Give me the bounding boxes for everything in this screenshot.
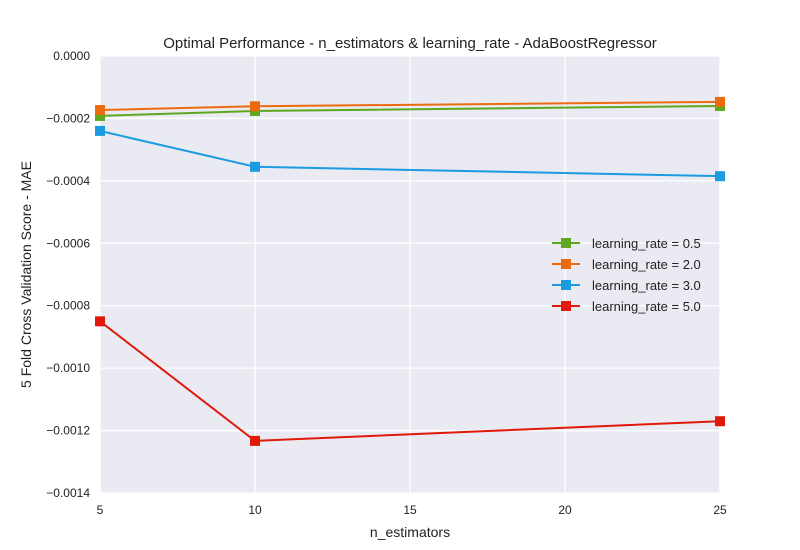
legend-marker-swatch	[561, 280, 571, 290]
legend-item: learning_rate = 5.0	[552, 299, 701, 314]
grid-lines	[99, 55, 721, 494]
y-tick-label: −0.0008	[46, 299, 90, 313]
legend-label: learning_rate = 3.0	[592, 278, 701, 293]
data-point-marker	[250, 101, 260, 112]
series-layer	[95, 96, 725, 446]
y-tick-label: −0.0004	[46, 174, 90, 188]
y-axis-label: 5 Fold Cross Validation Score - MAE	[18, 161, 34, 388]
x-tick-label: 20	[558, 503, 572, 517]
y-tick-label: −0.0012	[46, 424, 90, 438]
data-point-marker	[715, 416, 725, 427]
legend-marker-swatch	[561, 301, 571, 311]
legend-marker-swatch	[561, 238, 571, 248]
legend-item: learning_rate = 0.5	[552, 236, 701, 251]
legend-label: learning_rate = 5.0	[592, 299, 701, 314]
data-point-marker	[95, 125, 105, 136]
x-tick-label: 5	[97, 503, 104, 517]
series-4	[95, 316, 725, 446]
legend-label: learning_rate = 2.0	[592, 257, 701, 272]
x-tick-label: 10	[248, 503, 262, 517]
data-point-marker	[250, 161, 260, 172]
legend-marker-swatch	[561, 259, 571, 269]
legend-item: learning_rate = 3.0	[552, 278, 701, 293]
x-tick-labels: 5 10 15 20 25	[97, 503, 727, 517]
x-tick-label: 15	[403, 503, 417, 517]
series-3	[95, 125, 725, 182]
y-tick-label: 0.0000	[53, 49, 90, 63]
y-tick-label: −0.0010	[46, 361, 90, 375]
data-point-marker	[715, 96, 725, 107]
y-tick-label: −0.0014	[46, 486, 90, 500]
y-tick-label: −0.0006	[46, 236, 90, 250]
data-point-marker	[715, 171, 725, 182]
chart-title: Optimal Performance - n_estimators & lea…	[163, 35, 657, 52]
y-tick-labels: 0.0000 −0.0002 −0.0004 −0.0006 −0.0008 −0.001…	[46, 49, 90, 500]
x-tick-label: 25	[713, 503, 727, 517]
data-point-marker	[95, 110, 105, 121]
legend-item: learning_rate = 2.0	[552, 257, 701, 272]
series-2	[95, 96, 725, 116]
x-axis-label: n_estimators	[370, 524, 450, 540]
data-point-marker	[250, 435, 260, 446]
legend: learning_rate = 0.5 learning_rate = 2.0 le…	[552, 236, 701, 314]
legend-label: learning_rate = 0.5	[592, 236, 701, 251]
data-point-marker	[95, 105, 105, 116]
y-tick-label: −0.0002	[46, 111, 90, 125]
data-point-marker	[95, 316, 105, 327]
